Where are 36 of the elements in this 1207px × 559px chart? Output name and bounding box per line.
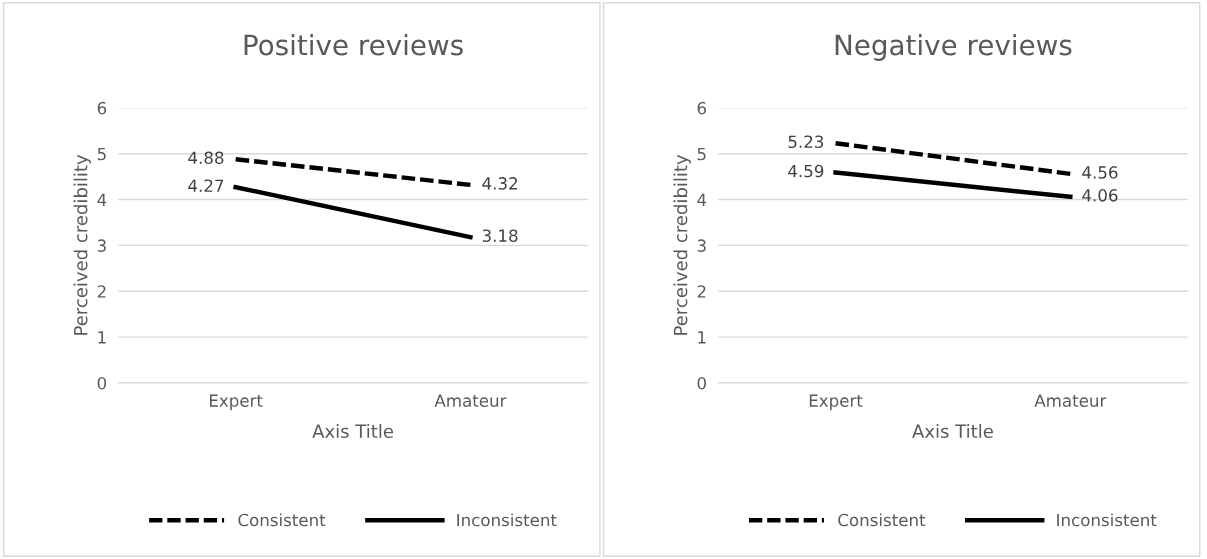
legend-label: Inconsistent <box>1057 513 1157 527</box>
y-tick-label: 1 <box>98 331 106 344</box>
y-tick-label: 6 <box>697 101 706 115</box>
data-label: 4.59 <box>788 164 824 178</box>
x-tick-label: Expert <box>209 394 263 411</box>
data-label: 4.56 <box>1082 166 1118 179</box>
data-label: 4.06 <box>1082 189 1118 202</box>
data-label: 3.18 <box>482 229 518 242</box>
y-tick-label: 0 <box>97 376 107 390</box>
y-tick-label: 4 <box>697 193 707 206</box>
y-tick-label: 1 <box>698 331 706 344</box>
y-axis-title: Perceived credibility <box>73 154 92 335</box>
x-tick-label: Expert <box>809 394 863 411</box>
y-tick-label: 5 <box>697 147 706 161</box>
y-axis-title: Perceived credibility <box>673 154 691 335</box>
data-label: 5.23 <box>788 135 824 149</box>
y-tick-label: 2 <box>697 285 706 298</box>
x-tick-label: Amateur <box>1034 394 1107 407</box>
x-axis-title: Axis Title <box>312 424 394 439</box>
data-label: 4.27 <box>188 179 224 192</box>
y-tick-label: 5 <box>97 147 106 161</box>
y-tick-label: 2 <box>97 285 106 298</box>
y-tick-label: 3 <box>97 239 106 252</box>
x-axis-title: Axis Title <box>912 424 993 439</box>
chart-title: Positive reviews <box>244 34 463 56</box>
legend-label: Consistent <box>838 513 926 527</box>
chart-title: Negative reviews <box>835 34 1072 61</box>
x-tick-label: Amateur <box>434 394 507 407</box>
data-label: 4.88 <box>188 151 224 165</box>
data-label: 4.32 <box>482 177 517 190</box>
y-tick-label: 0 <box>697 376 706 390</box>
y-tick-label: 3 <box>697 239 706 252</box>
y-tick-label: 6 <box>97 101 107 115</box>
legend-label: Consistent <box>238 513 326 527</box>
y-tick-label: 4 <box>97 193 107 206</box>
legend-label: Inconsistent <box>457 513 557 527</box>
